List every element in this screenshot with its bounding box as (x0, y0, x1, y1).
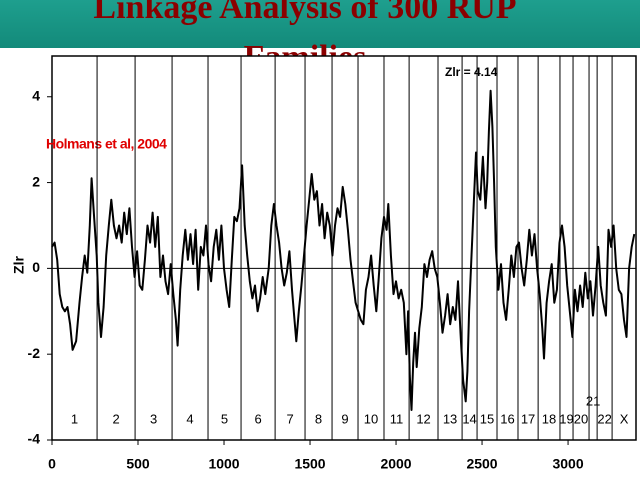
title-band (0, 0, 640, 48)
chromosome-label: 21 (586, 393, 600, 408)
chromosome-label: 4 (186, 411, 193, 426)
y-axis-label: Zlr (11, 256, 27, 274)
chromosome-label: 3 (150, 411, 157, 426)
y-tick-label: 2 (32, 173, 40, 189)
chromosome-label: 19 (559, 411, 573, 426)
chromosome-label: X (620, 411, 629, 426)
x-tick-label: 1500 (294, 456, 325, 472)
y-tick-label: -2 (28, 345, 41, 361)
chromosome-label: 5 (221, 411, 228, 426)
x-tick-label: 0 (48, 456, 56, 472)
chromosome-label: 14 (462, 411, 476, 426)
chromosome-label: 11 (390, 411, 404, 426)
chromosome-label: 20 (574, 411, 588, 426)
x-tick-label: 2500 (466, 456, 497, 472)
chromosome-label: 16 (500, 411, 514, 426)
chromosome-label: 2 (112, 411, 119, 426)
chromosome-label: 13 (443, 411, 457, 426)
citation: Holmans et al, 2004 (46, 136, 167, 152)
chromosome-label: 15 (480, 411, 494, 426)
zlr-line (51, 89, 636, 411)
chromosome-label: 10 (364, 411, 378, 426)
x-tick-label: 1000 (208, 456, 239, 472)
plot-area (51, 55, 637, 441)
x-tick-label: 3000 (552, 456, 583, 472)
chromosome-label: 12 (416, 411, 430, 426)
y-tick-label: 4 (32, 87, 40, 103)
chromosome-label: 17 (521, 411, 535, 426)
chromosome-label: 22 (597, 411, 611, 426)
chromosome-label: 9 (341, 411, 348, 426)
chromosome-label: 7 (286, 411, 293, 426)
y-tick-label: -4 (28, 431, 41, 447)
peak-annotation: Zlr = 4.14 (445, 65, 498, 79)
chromosome-label: 8 (315, 411, 322, 426)
y-tick-label: 0 (32, 259, 40, 275)
x-tick-label: 2000 (380, 456, 411, 472)
chromosome-label: 18 (542, 411, 556, 426)
chromosome-label: 6 (254, 411, 261, 426)
slide-title: Linkage Analysis of 300 RUP Families (93, 0, 517, 58)
x-tick-label: 500 (126, 456, 150, 472)
chromosome-label: 1 (71, 411, 78, 426)
title-clip: Linkage Analysis of 300 RUP Families (40, 0, 570, 58)
